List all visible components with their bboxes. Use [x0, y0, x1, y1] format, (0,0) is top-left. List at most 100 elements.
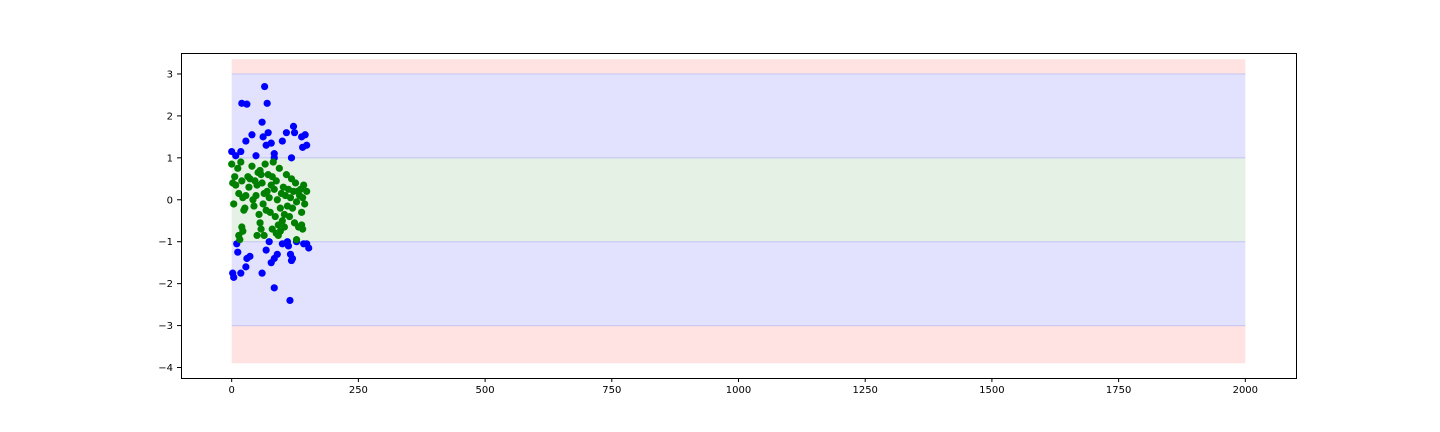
data-point-series-1 — [273, 250, 281, 258]
data-point-series-2 — [248, 162, 256, 170]
y-tick-label: 0 — [167, 195, 173, 206]
band-middle-top — [231, 73, 1246, 158]
data-point-series-2 — [238, 177, 246, 185]
x-tick-label: 2000 — [1233, 385, 1258, 396]
data-point-series-1 — [284, 242, 293, 250]
data-point-series-2 — [257, 171, 265, 179]
data-point-series-2 — [236, 236, 244, 244]
data-point-series-1 — [248, 131, 256, 139]
data-point-series-2 — [241, 204, 249, 212]
data-point-series-2 — [278, 217, 286, 225]
data-point-series-2 — [272, 177, 280, 185]
y-tick-label: −3 — [158, 321, 173, 332]
data-point-series-2 — [273, 196, 281, 204]
data-point-series-1 — [287, 154, 296, 162]
y-tick-label: −2 — [158, 279, 173, 290]
data-point-series-1 — [237, 147, 245, 156]
data-point-series-2 — [269, 158, 277, 166]
data-point-series-1 — [289, 122, 298, 130]
data-point-series-2 — [285, 212, 294, 221]
data-point-series-2 — [261, 160, 269, 168]
data-point-series-2 — [237, 158, 245, 166]
band-layer — [231, 59, 1246, 364]
data-point-series-2 — [234, 164, 242, 172]
data-point-series-1 — [305, 244, 313, 252]
x-tick-label: 1250 — [852, 385, 877, 396]
data-point-series-2 — [255, 210, 263, 219]
data-point-series-1 — [232, 152, 240, 160]
y-tick-label: −1 — [158, 237, 173, 248]
band-outer-top — [231, 59, 1246, 74]
x-tick-label: 1750 — [1106, 385, 1131, 396]
y-tick-label: −4 — [158, 363, 173, 374]
data-point-series-2 — [256, 219, 264, 227]
data-point-series-2 — [275, 164, 283, 172]
point-layer — [228, 82, 313, 305]
data-point-series-2 — [280, 223, 288, 231]
data-point-series-2 — [260, 231, 268, 240]
data-point-series-1 — [265, 238, 273, 246]
data-point-series-2 — [291, 179, 300, 187]
data-point-series-2 — [257, 225, 265, 233]
data-point-series-1 — [237, 269, 245, 277]
data-point-series-2 — [303, 187, 311, 195]
y-axis: 3 2 1 0 −1 −2 −3 −4 — [158, 69, 181, 374]
data-point-series-2 — [266, 208, 274, 216]
x-tick-label: 1500 — [979, 385, 1004, 396]
data-point-series-1 — [288, 254, 297, 263]
data-point-series-2 — [299, 194, 307, 202]
data-point-series-1 — [252, 152, 260, 160]
data-point-series-2 — [299, 225, 307, 233]
data-point-series-2 — [263, 187, 271, 195]
x-tick-label: 500 — [476, 385, 495, 396]
data-point-series-1 — [243, 100, 251, 108]
data-point-series-2 — [298, 208, 306, 216]
x-axis: 0 250 500 750 1000 1250 1500 1750 2000 — [228, 378, 1258, 396]
data-point-series-1 — [278, 137, 286, 145]
data-point-series-1 — [242, 137, 250, 145]
data-point-series-1 — [259, 133, 267, 141]
data-point-series-2 — [271, 212, 279, 221]
data-point-series-2 — [292, 198, 301, 206]
data-point-series-2 — [300, 181, 308, 189]
data-point-series-2 — [286, 194, 295, 202]
data-point-series-2 — [288, 204, 297, 212]
x-tick-label: 0 — [228, 385, 234, 396]
data-point-series-2 — [231, 173, 239, 181]
data-point-series-1 — [234, 248, 242, 256]
band-middle-bottom — [231, 241, 1246, 326]
x-tick-label: 1000 — [726, 385, 751, 396]
data-point-series-2 — [253, 231, 261, 240]
data-point-series-2 — [230, 200, 238, 208]
data-point-series-1 — [262, 246, 270, 254]
data-point-series-1 — [301, 131, 309, 139]
data-point-series-1 — [286, 296, 294, 305]
y-tick-label: 2 — [167, 111, 173, 122]
data-point-series-1 — [242, 263, 250, 271]
data-point-series-2 — [239, 227, 247, 235]
data-point-series-1 — [258, 118, 266, 126]
data-point-series-1 — [270, 284, 278, 292]
band-inner — [231, 157, 1246, 242]
data-point-series-2 — [242, 191, 250, 200]
x-tick-label: 250 — [349, 385, 368, 396]
x-tick-label: 750 — [602, 385, 621, 396]
data-point-series-1 — [258, 269, 266, 277]
data-point-series-2 — [258, 179, 266, 187]
data-point-series-2 — [250, 202, 258, 210]
data-point-series-2 — [265, 194, 273, 202]
data-point-series-1 — [263, 99, 271, 107]
data-point-series-1 — [303, 141, 311, 149]
data-point-series-2 — [301, 200, 309, 208]
data-point-series-1 — [267, 139, 275, 147]
data-point-series-1 — [290, 129, 299, 137]
y-tick-label: 3 — [167, 69, 173, 80]
data-point-series-1 — [282, 129, 291, 137]
data-point-series-2 — [228, 160, 236, 168]
data-point-series-2 — [232, 181, 240, 189]
data-point-series-2 — [245, 183, 253, 191]
data-point-series-1 — [264, 129, 272, 137]
data-point-series-2 — [252, 191, 260, 200]
data-point-series-1 — [230, 273, 238, 281]
